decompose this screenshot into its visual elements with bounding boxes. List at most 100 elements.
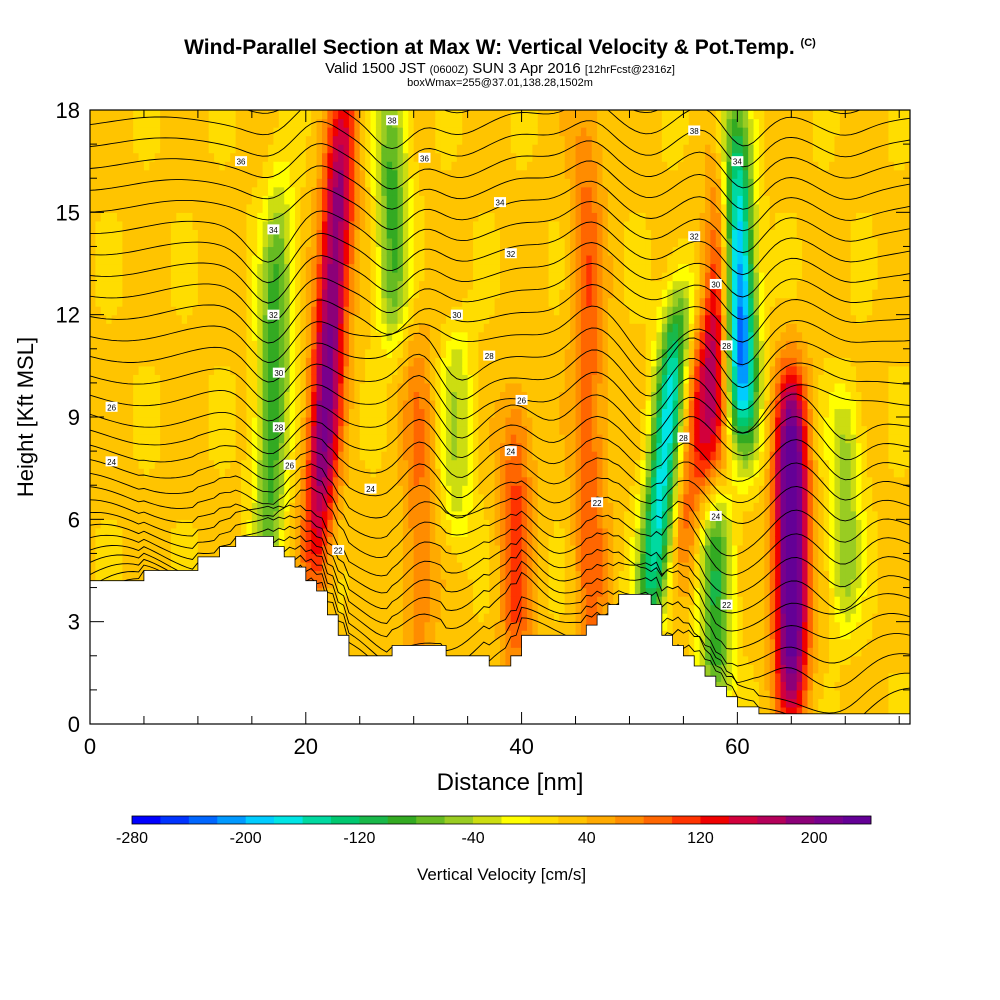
- heatmap-cell: [224, 272, 231, 282]
- heatmap-cell: [106, 442, 113, 452]
- heatmap-cell: [289, 476, 296, 486]
- heatmap-cell: [246, 144, 253, 154]
- heatmap-cell: [127, 340, 134, 350]
- heatmap-cell: [343, 229, 350, 239]
- heatmap-cell: [122, 152, 129, 162]
- heatmap-cell: [440, 246, 447, 256]
- heatmap-cell: [343, 442, 350, 452]
- heatmap-cell: [176, 110, 183, 120]
- heatmap-cell: [451, 553, 458, 563]
- heatmap-cell: [348, 152, 355, 162]
- heatmap-cell: [311, 527, 318, 537]
- heatmap-cell: [440, 212, 447, 222]
- heatmap-cell: [95, 391, 102, 401]
- heatmap-cell: [197, 212, 204, 222]
- heatmap-cell: [203, 382, 210, 393]
- heatmap-cell: [149, 127, 156, 137]
- heatmap-cell: [381, 493, 388, 503]
- heatmap-cell: [321, 519, 328, 529]
- heatmap-cell: [111, 348, 118, 358]
- heatmap-cell: [375, 502, 382, 512]
- heatmap-cell: [419, 289, 426, 299]
- heatmap-cell: [311, 468, 318, 478]
- heatmap-cell: [203, 135, 210, 145]
- heatmap-cell: [95, 297, 102, 307]
- heatmap-cell: [90, 127, 96, 137]
- heatmap-cell: [354, 374, 361, 384]
- heatmap-cell: [435, 203, 442, 213]
- heatmap-cell: [429, 280, 436, 290]
- heatmap-cell: [402, 229, 409, 239]
- heatmap-cell: [392, 340, 399, 350]
- heatmap-cell: [348, 638, 355, 648]
- heatmap-cell: [127, 280, 134, 290]
- heatmap-cell: [138, 263, 145, 273]
- heatmap-cell: [106, 280, 113, 290]
- heatmap-cell: [278, 306, 285, 316]
- heatmap-cell: [316, 331, 323, 341]
- heatmap-cell: [262, 246, 269, 256]
- heatmap-cell: [154, 254, 161, 265]
- heatmap-cell: [435, 365, 442, 375]
- heatmap-cell: [359, 110, 366, 120]
- heatmap-cell: [138, 161, 145, 171]
- heatmap-cell: [429, 630, 436, 640]
- heatmap-cell: [456, 365, 463, 375]
- heatmap-cell: [305, 272, 312, 282]
- heatmap-cell: [392, 587, 399, 597]
- heatmap-cell: [181, 323, 188, 333]
- heatmap-cell: [429, 510, 436, 520]
- heatmap-cell: [446, 118, 453, 128]
- heatmap-cell: [354, 246, 361, 256]
- heatmap-cell: [284, 212, 291, 222]
- heatmap-cell: [359, 451, 366, 461]
- heatmap-cell: [348, 365, 355, 375]
- heatmap-cell: [90, 510, 96, 520]
- heatmap-cell: [397, 417, 404, 427]
- heatmap-cell: [268, 161, 275, 171]
- heatmap-cell: [176, 203, 183, 213]
- heatmap-cell: [413, 135, 420, 145]
- heatmap-cell: [192, 502, 199, 512]
- heatmap-cell: [160, 272, 167, 282]
- heatmap-cell: [365, 638, 372, 648]
- heatmap-cell: [343, 340, 350, 350]
- heatmap-cell: [311, 459, 318, 469]
- heatmap-cell: [311, 536, 318, 546]
- heatmap-cell: [111, 246, 118, 256]
- heatmap-cell: [289, 399, 296, 410]
- heatmap-cell: [154, 161, 161, 171]
- heatmap-cell: [440, 365, 447, 375]
- heatmap-cell: [165, 127, 172, 137]
- heatmap-cell: [203, 110, 210, 120]
- heatmap-cell: [305, 178, 312, 188]
- heatmap-cell: [133, 425, 140, 435]
- heatmap-cell: [160, 553, 167, 563]
- heatmap-cell: [446, 314, 453, 324]
- heatmap-cell: [192, 374, 199, 384]
- heatmap-cell: [456, 382, 463, 393]
- heatmap-cell: [90, 561, 96, 572]
- heatmap-cell: [359, 254, 366, 265]
- heatmap-cell: [170, 476, 177, 486]
- heatmap-cell: [111, 374, 118, 384]
- heatmap-cell: [138, 186, 145, 196]
- heatmap-cell: [435, 544, 442, 555]
- heatmap-cell: [278, 203, 285, 213]
- heatmap-cell: [106, 434, 113, 444]
- heatmap-cell: [429, 468, 436, 478]
- heatmap-cell: [462, 596, 469, 606]
- heatmap-cell: [90, 110, 96, 120]
- heatmap-cell: [375, 323, 382, 333]
- heatmap-cell: [257, 425, 264, 435]
- heatmap-cell: [435, 127, 442, 137]
- heatmap-cell: [278, 468, 285, 478]
- heatmap-cell: [305, 468, 312, 478]
- heatmap-cell: [176, 544, 183, 555]
- heatmap-cell: [273, 408, 280, 418]
- heatmap-cell: [154, 382, 161, 393]
- heatmap-cell: [338, 596, 345, 606]
- heatmap-cell: [192, 425, 199, 435]
- heatmap-cell: [327, 382, 334, 393]
- heatmap-cell: [170, 314, 177, 324]
